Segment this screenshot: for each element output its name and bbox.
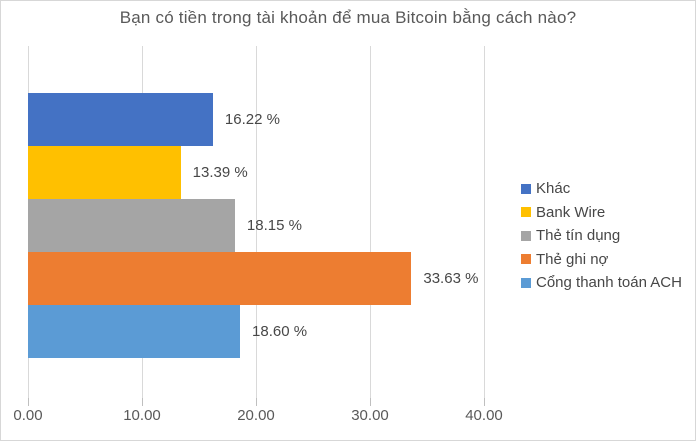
gridline — [256, 46, 257, 398]
bar-value-label: 13.39 % — [192, 164, 248, 181]
bar — [28, 93, 213, 146]
plot-area: 16.22 % 13.39 % 18.15 % 33.63 % 18.60 % — [28, 46, 485, 406]
legend-label: Cổng thanh toán ACH — [536, 274, 682, 292]
x-tick-label: 30.00 — [351, 407, 389, 424]
legend: Khác Bank Wire Thẻ tín dụng Thẻ ghi nợ Cổng … — [521, 177, 682, 295]
axis-tick — [142, 398, 143, 406]
bar-value-label: 16.22 % — [224, 111, 280, 128]
x-tick-label: 40.00 — [465, 407, 503, 424]
bar-value-label: 33.63 % — [423, 270, 479, 287]
axis-tick — [484, 398, 485, 406]
legend-item: Khác — [521, 177, 682, 201]
legend-swatch-icon — [521, 230, 531, 241]
legend-item: Cổng thanh toán ACH — [521, 271, 682, 295]
x-tick-label: 20.00 — [237, 407, 275, 424]
bar-value-label: 18.60 % — [252, 323, 308, 340]
bar — [28, 199, 235, 252]
legend-label: Thẻ tín dụng — [536, 227, 621, 245]
legend-label: Bank Wire — [536, 203, 606, 221]
bar-value-label: 18.15 % — [246, 217, 302, 234]
legend-swatch-icon — [521, 183, 531, 194]
bar — [28, 252, 412, 305]
legend-item: Thẻ tín dụng — [521, 224, 682, 248]
gridline — [370, 46, 371, 398]
legend-label: Thẻ ghi nợ — [536, 250, 609, 268]
legend-swatch-icon — [521, 254, 531, 265]
gridline — [484, 46, 485, 398]
legend-swatch-icon — [521, 207, 531, 218]
axis-tick — [370, 398, 371, 406]
legend-item: Thẻ ghi nợ — [521, 248, 682, 272]
bar — [28, 146, 181, 199]
legend-swatch-icon — [521, 277, 531, 288]
x-tick-label: 0.00 — [13, 407, 43, 424]
legend-item: Bank Wire — [521, 201, 682, 225]
axis-tick — [256, 398, 257, 406]
x-tick-label: 10.00 — [123, 407, 161, 424]
bar — [28, 305, 241, 358]
legend-label: Khác — [536, 180, 571, 198]
chart-title: Bạn có tiền trong tài khoản để mua Bitco… — [119, 8, 577, 27]
axis-tick — [28, 398, 29, 406]
